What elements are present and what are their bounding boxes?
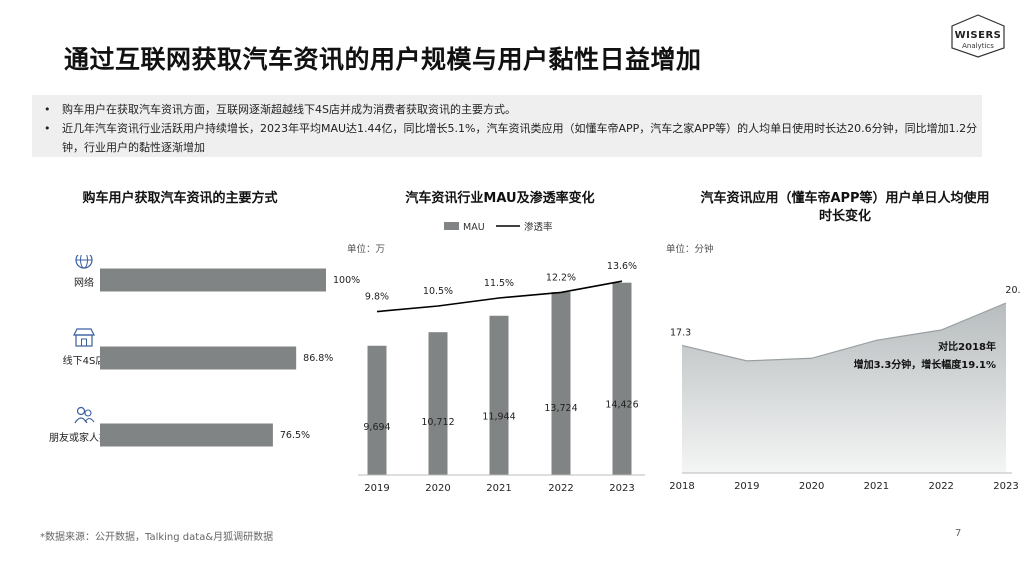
chart2-combo-chart: MAU 渗透率 9,694 2019 10,712 2020 11,944 2021 13,72… (358, 221, 645, 494)
chart2-bar (612, 282, 632, 475)
chart2-rate-label: 13.6% (607, 261, 637, 272)
legend-label-rate: 渗透率 (524, 221, 553, 233)
bullet-text: 购车用户在获取汽车资讯方面，互联网逐渐超越线下4S店并成为消费者获取资讯的主要方… (62, 103, 516, 116)
bullet-1: • 购车用户在获取汽车资讯方面，互联网逐渐超越线下4S店并成为消费者获取资讯的主… (44, 100, 979, 119)
chart2-rate-label: 10.5% (423, 286, 453, 297)
legend-swatch-mau (444, 222, 459, 230)
summary-box: • 购车用户在获取汽车资讯方面，互联网逐渐超越线下4S店并成为消费者获取资讯的主… (32, 95, 982, 157)
chart3-x-tick: 2022 (928, 481, 953, 492)
chart1-title: 购车用户获取汽车资讯的主要方式 (82, 191, 278, 206)
globe-icon (75, 255, 93, 269)
chart3-point-label: 17.3 (670, 327, 691, 338)
chart2-legend: MAU 渗透率 (444, 221, 553, 233)
chart2-rate-line (376, 280, 623, 313)
people-icon (74, 406, 95, 424)
store-icon (73, 328, 95, 347)
page-title: 通过互联网获取汽车资讯的用户规模与用户黏性日益增加 (64, 45, 702, 74)
chart3-x-tick: 2020 (799, 481, 824, 492)
bullet-text: 近几年汽车资讯行业活跃用户持续增长，2023年平均MAU达1.44亿，同比增长5… (62, 122, 978, 154)
chart2-x-tick: 2023 (609, 483, 634, 494)
chart3-unit: 单位：分钟 (666, 244, 714, 255)
chart2-bar (367, 345, 387, 475)
chart3-title: 汽车资讯应用（懂车帝APP等）用户单日人均使用时长变化 (700, 191, 990, 224)
chart3-area-line (681, 302, 1007, 362)
chart2-bar (551, 292, 571, 475)
chart2-bar-label: 10,712 (421, 417, 454, 428)
chart1-value-label: 86.8% (303, 353, 333, 364)
chart2-bar-label: 9,694 (363, 422, 390, 433)
chart1-bar (100, 423, 273, 447)
chart3-annotation-line2: 增加3.3分钟，增长幅度19.1% (854, 358, 996, 371)
chart3-x-tick: 2023 (993, 481, 1018, 492)
chart2-x-tick: 2020 (425, 483, 450, 494)
bullet-dot: • (44, 103, 51, 116)
chart1-bar (100, 268, 326, 292)
chart1-bar (100, 346, 297, 370)
chart3-x-tick: 2021 (864, 481, 889, 492)
chart2-x-tick: 2021 (486, 483, 511, 494)
chart1-category-label: 线下4S店 (63, 354, 106, 367)
chart3-point-label: 20.6 (1005, 285, 1020, 296)
chart1-value-label: 76.5% (280, 430, 310, 441)
chart2-bar-label: 14,426 (605, 400, 638, 411)
chart3-annotation-line1: 对比2018年 (938, 340, 996, 353)
chart2-rate-label: 12.2% (546, 272, 576, 283)
logo-sub: Analytics (962, 42, 994, 50)
bullet-2: • 近几年汽车资讯行业活跃用户持续增长，2023年平均MAU达1.44亿，同比增… (44, 119, 979, 157)
chart2-bar-label: 11,944 (482, 411, 515, 422)
chart3-x-tick: 2019 (734, 481, 759, 492)
chart1-value-label: 100% (333, 275, 360, 286)
chart2-bar-label: 13,724 (544, 403, 577, 414)
chart2-x-tick: 2019 (364, 483, 389, 494)
chart2-bar (489, 315, 509, 475)
chart2-rate-label: 11.5% (484, 278, 514, 289)
chart3-area (682, 303, 1006, 473)
source-note: *数据来源：公开数据，Talking data&月狐调研数据 (40, 532, 274, 543)
bullet-dot: • (44, 122, 51, 135)
chart3-area-chart: 2018 17.3 2019 2020 2021 2022 2023 20.6 对比2018年增… (669, 285, 1020, 492)
legend-label-mau: MAU (463, 222, 485, 233)
chart2-title: 汽车资讯行业MAU及渗透率变化 (405, 191, 595, 206)
chart1-category-label: 网络 (74, 276, 94, 289)
chart1-bar-chart: 网络 100%线下4S店 86.8%朋友或家人推荐 76.5% (49, 255, 360, 447)
wisers-logo: WISERS Analytics (948, 14, 1008, 58)
page-number: 7 (955, 528, 962, 539)
chart2-rate-label: 9.8% (365, 292, 389, 303)
logo-hexagon-icon (951, 14, 1005, 58)
chart2-unit: 单位：万 (347, 244, 386, 255)
chart3-x-tick: 2018 (669, 481, 694, 492)
logo-brand: WISERS (954, 30, 1002, 41)
chart2-bar (428, 332, 448, 475)
chart2-x-tick: 2022 (548, 483, 573, 494)
